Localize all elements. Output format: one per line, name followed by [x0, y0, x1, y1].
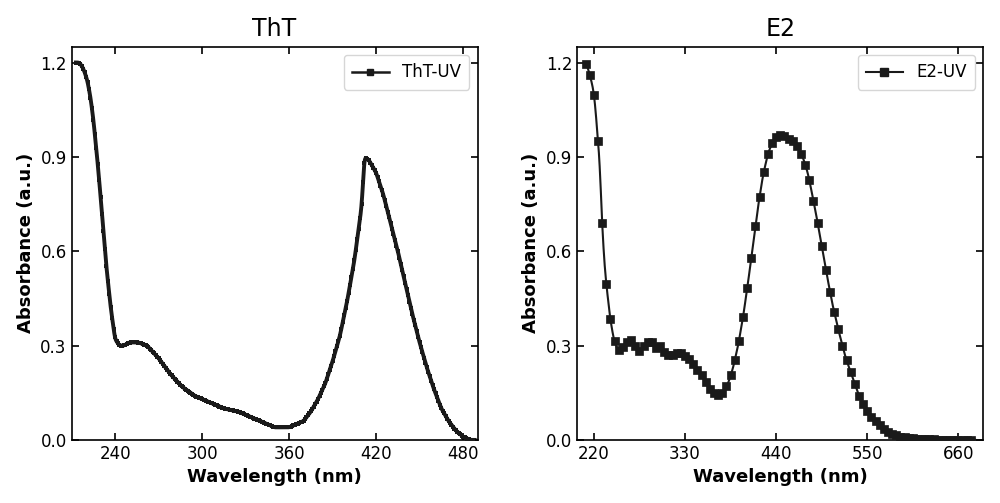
Y-axis label: Absorbance (a.u.): Absorbance (a.u.)	[522, 153, 540, 333]
Y-axis label: Absorbance (a.u.): Absorbance (a.u.)	[17, 153, 35, 333]
Legend: E2-UV: E2-UV	[858, 55, 975, 90]
Title: ThT: ThT	[252, 17, 297, 41]
X-axis label: Wavelength (nm): Wavelength (nm)	[187, 468, 362, 486]
Title: E2: E2	[765, 17, 795, 41]
X-axis label: Wavelength (nm): Wavelength (nm)	[693, 468, 868, 486]
Legend: ThT-UV: ThT-UV	[344, 55, 469, 90]
